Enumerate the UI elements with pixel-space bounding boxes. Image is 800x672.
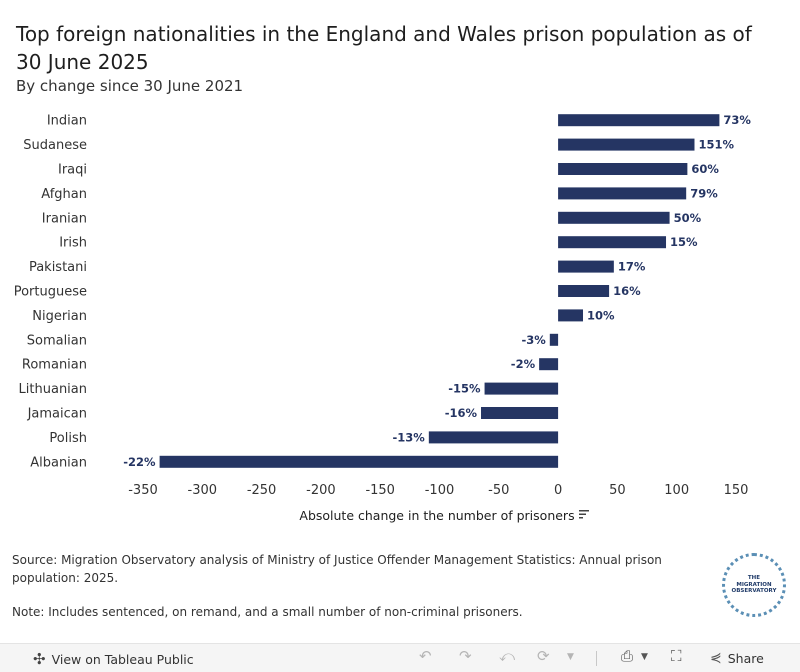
download-dropdown-icon[interactable]: ▼ (641, 652, 648, 662)
bar-sudanese[interactable] (558, 138, 695, 151)
category-label: Portuguese (14, 285, 87, 300)
bar-jamaican[interactable] (481, 407, 559, 419)
data-label: 15% (670, 235, 698, 249)
x-tick-label: -250 (247, 483, 277, 498)
refresh-dropdown-icon[interactable]: ▼ (567, 652, 574, 662)
undo-icon[interactable]: ↶ (419, 647, 432, 665)
bar-nigerian[interactable] (558, 309, 584, 322)
chart-subtitle: By change since 30 June 2021 (16, 77, 244, 95)
bar-somalian[interactable] (549, 333, 559, 346)
x-tick-label: -100 (425, 483, 455, 498)
x-axis-ticks: -350 -300 -250 -200 -150 -100 -50 0 50 100 150 (128, 483, 748, 498)
data-label: 151% (698, 138, 734, 152)
bar-iraqi[interactable] (558, 163, 688, 175)
category-label: Albanian (30, 455, 87, 470)
x-tick-label: 100 (664, 483, 689, 498)
category-label: Pakistani (29, 260, 87, 275)
category-label: Afghan (41, 187, 87, 202)
sort-icon[interactable] (579, 510, 589, 519)
data-label: -22% (123, 455, 156, 469)
chart-title: Top foreign nationalities in the England… (16, 22, 752, 74)
category-label: Lithuanian (19, 382, 87, 397)
x-tick-label: -150 (365, 483, 395, 498)
data-label: 17% (618, 260, 646, 274)
refresh-icon[interactable]: ⟳ (537, 647, 550, 665)
x-tick-label: 0 (554, 483, 562, 498)
toolbar-divider (596, 651, 597, 666)
x-tick-label: 50 (609, 483, 626, 498)
data-label: 60% (691, 162, 719, 176)
redo-icon[interactable]: ↷ (459, 647, 472, 665)
view-on-tableau-link[interactable]: ✣ View on Tableau Public (33, 650, 194, 668)
bar-pakistani[interactable] (558, 260, 614, 273)
bar-indian[interactable] (558, 114, 720, 127)
tableau-icon: ✣ (33, 650, 46, 668)
x-tick-label: -350 (128, 483, 158, 498)
data-label: 16% (613, 284, 641, 298)
download-icon[interactable]: ⎙ (621, 647, 634, 665)
bar-polish[interactable] (428, 431, 559, 444)
data-label: -2% (511, 357, 536, 371)
data-label: -16% (445, 406, 478, 420)
category-label: Iraqi (58, 163, 87, 178)
x-tick-label: 150 (724, 483, 749, 498)
category-label: Polish (49, 431, 87, 446)
data-label: 50% (674, 211, 702, 225)
category-labels: Indian Sudanese Iraqi Afghan Iranian Irish Pak… (14, 114, 87, 471)
category-label: Irish (59, 236, 87, 251)
bar-afghan[interactable] (558, 187, 687, 200)
category-label: Somalian (27, 333, 87, 348)
revert-icon[interactable]: ⤺ (499, 647, 516, 665)
x-tick-label: -50 (488, 483, 509, 498)
data-labels: 73% 151% 60% 79% 50% 15% 17% 16% 10% -3% -2% -15% -1… (123, 113, 751, 469)
data-label: -15% (448, 382, 481, 396)
data-label: -13% (393, 430, 426, 444)
bar-romanian[interactable] (539, 358, 559, 371)
category-label: Sudanese (23, 138, 87, 153)
fullscreen-icon[interactable]: ⛶ (671, 647, 682, 665)
category-label: Jamaican (27, 407, 87, 422)
bar-irish[interactable] (558, 236, 667, 249)
bar-albanian[interactable] (159, 455, 559, 468)
data-label: 10% (587, 308, 615, 322)
bar-chart: Indian Sudanese Iraqi Afghan Iranian Irish Pak… (14, 113, 752, 523)
data-label: 79% (690, 186, 718, 200)
x-tick-label: -200 (306, 483, 336, 498)
migration-observatory-logo[interactable]: THE MIGRATION OBSERVATORY (722, 553, 786, 617)
bar-lithuanian[interactable] (484, 382, 559, 395)
category-label: Indian (47, 114, 87, 129)
share-label: Share (727, 650, 764, 666)
category-label: Iranian (42, 211, 87, 226)
share-icon: ⋞ (710, 650, 722, 666)
footnote: Note: Includes sentenced, on remand, and… (12, 605, 523, 619)
share-button[interactable]: ⋞ Share (710, 650, 764, 666)
data-label: 73% (723, 113, 751, 127)
category-label: Nigerian (32, 309, 87, 324)
tableau-toolbar: ✣ View on Tableau Public ↶ ↷ ⤺ ⟳ ▼ ⎙ ▼ ⛶… (0, 643, 800, 672)
x-axis-title: Absolute change in the number of prisone… (299, 508, 574, 523)
bars (159, 114, 720, 468)
view-on-tableau-label: View on Tableau Public (51, 651, 194, 667)
x-tick-label: -300 (188, 483, 218, 498)
logo-text: THE MIGRATION OBSERVATORY (731, 575, 777, 595)
bar-portuguese[interactable] (558, 285, 610, 297)
bar-iranian[interactable] (558, 211, 670, 224)
category-label: Romanian (22, 358, 87, 373)
source-note: Source: Migration Observatory analysis o… (12, 553, 662, 585)
data-label: -3% (521, 333, 546, 347)
